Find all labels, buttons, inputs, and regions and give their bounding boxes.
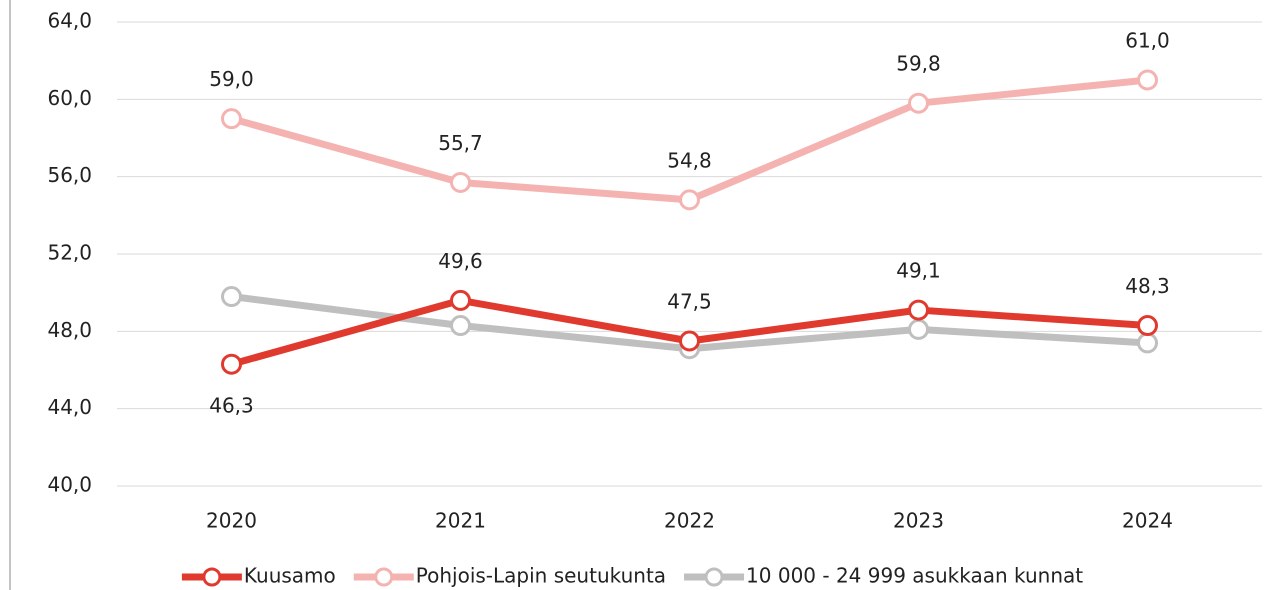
y-tick-label: 64,0	[47, 9, 92, 33]
x-tick-label: 2020	[206, 509, 257, 533]
point-marker	[679, 189, 700, 211]
point-marker	[450, 289, 471, 311]
point-marker	[450, 171, 471, 193]
legend-marker	[202, 567, 222, 587]
legend-item: 10 000 - 24 999 asukkaan kunnat	[684, 564, 1083, 588]
legend-item: Pohjois-Lapin seutukunta	[353, 564, 666, 588]
data-label: 47,5	[667, 290, 712, 314]
data-label: 54,8	[667, 148, 712, 172]
data-label: 49,6	[438, 249, 483, 273]
point-marker	[908, 92, 929, 114]
legend-item: Kuusamo	[181, 564, 336, 588]
data-label: 49,1	[896, 259, 941, 283]
point-marker	[908, 318, 929, 340]
legend-label: Kuusamo	[244, 564, 336, 588]
point-marker	[221, 108, 242, 130]
point-marker	[221, 286, 242, 308]
data-label: 48,3	[1125, 274, 1170, 298]
point-marker	[221, 353, 242, 375]
point-marker	[1137, 69, 1158, 91]
y-tick-label: 44,0	[47, 395, 92, 419]
x-tick-label: 2022	[664, 509, 715, 533]
y-tick-label: 56,0	[47, 163, 92, 187]
data-label: 61,0	[1125, 29, 1170, 53]
y-tick-label: 52,0	[47, 241, 92, 265]
legend-label: 10 000 - 24 999 asukkaan kunnat	[746, 564, 1083, 588]
point-marker	[908, 299, 929, 321]
data-label: 59,8	[896, 52, 941, 76]
data-label: 59,0	[209, 67, 254, 91]
data-label: 46,3	[209, 394, 254, 418]
legend-label: Pohjois-Lapin seutukunta	[416, 564, 666, 588]
y-tick-label: 40,0	[47, 473, 92, 497]
series-line	[230, 76, 1148, 204]
legend-marker	[704, 567, 724, 587]
point-marker	[1137, 332, 1158, 354]
point-marker	[450, 315, 471, 337]
legend-marker	[374, 567, 394, 587]
x-tick-label: 2024	[1122, 509, 1173, 533]
point-marker	[1137, 315, 1158, 337]
data-label: 55,7	[438, 131, 483, 155]
y-tick-label: 48,0	[47, 318, 92, 342]
point-marker	[679, 330, 700, 352]
x-tick-label: 2021	[435, 509, 486, 533]
x-tick-label: 2023	[893, 509, 944, 533]
y-tick-label: 60,0	[47, 86, 92, 110]
